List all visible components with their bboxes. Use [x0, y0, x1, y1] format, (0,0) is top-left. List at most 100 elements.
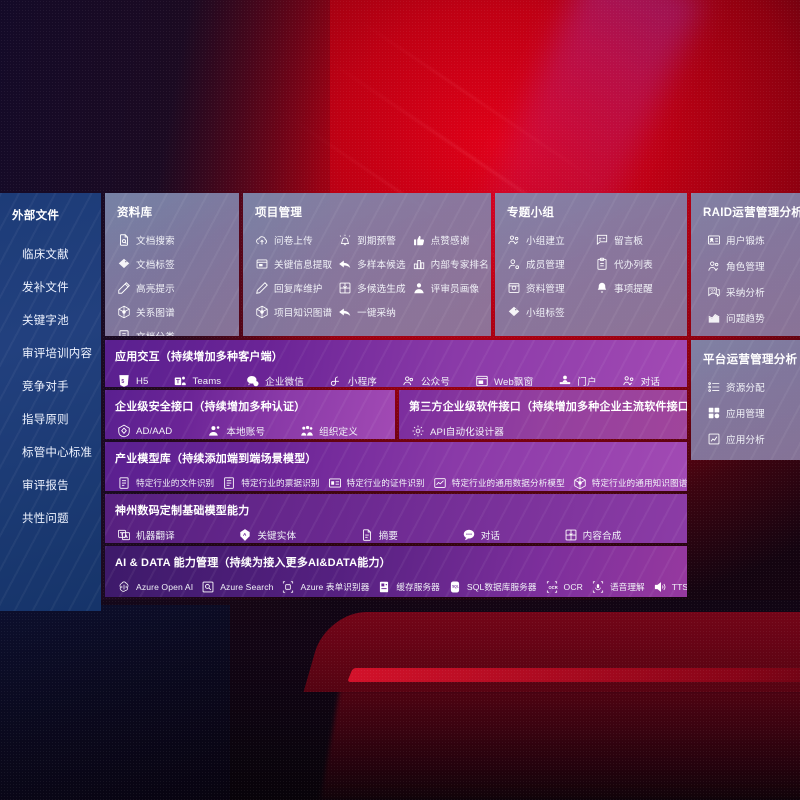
interact-label-4: 公众号	[420, 377, 451, 387]
background-bottom-left	[0, 605, 230, 800]
sec-item-0[interactable]: AD/AAD	[115, 420, 201, 439]
sidebar-item-1[interactable]: 发补文件	[22, 281, 69, 294]
ai-item-2[interactable]: Azure 表单识别器	[279, 576, 371, 597]
sidebar-item-8[interactable]: 共性问题	[22, 512, 69, 525]
kb-item-4[interactable]: 文档分类	[115, 325, 231, 336]
group-users-icon	[507, 233, 521, 247]
interact-item-4[interactable]: 公众号	[400, 370, 469, 387]
ai-item-5[interactable]: OCR OCR	[543, 576, 585, 597]
proj-item-6[interactable]: 回复库维护	[253, 277, 334, 299]
model-label-4: 特定行业的通用知识图谱模型	[591, 478, 687, 488]
model-item-1[interactable]: 特定行业的票据识别	[220, 472, 321, 491]
graph-network-icon	[573, 476, 587, 490]
base-item-2[interactable]: 摘要	[358, 524, 456, 543]
kb-item-3[interactable]: 关系图谱	[115, 301, 231, 323]
team-item-5[interactable]: 事项提醒	[593, 277, 679, 299]
team-label-4: 资料管理	[526, 284, 565, 295]
sidebar-item-0[interactable]: 临床文献	[22, 248, 69, 261]
ai-label-1: Azure Search	[220, 582, 274, 592]
proj-item-9[interactable]: 项目知识图谱	[253, 301, 334, 323]
interact-item-7[interactable]: 对话	[620, 370, 679, 387]
model-item-4[interactable]: 特定行业的通用知识图谱模型	[571, 472, 687, 491]
plat-item-0[interactable]: 资源分配	[705, 376, 792, 398]
interact-item-2[interactable]: 企业微信	[244, 370, 323, 387]
interact-item-3[interactable]: 小程序	[327, 370, 396, 387]
panel-platform-analysis: 平台运营管理分析 资源分配 应用管理 应用分析	[691, 340, 800, 460]
form-recognizer-icon	[281, 580, 295, 594]
ai-label-7: TTS	[671, 582, 687, 592]
team-item-6[interactable]: 小组标签	[505, 301, 591, 323]
proj-item-3[interactable]: 关键信息提取	[253, 253, 334, 275]
sidebar-item-4[interactable]: 竞争对手	[22, 380, 69, 393]
ai-item-4[interactable]: SQL SQL数据库服务器	[446, 576, 539, 597]
base-item-4[interactable]: 内容合成	[562, 524, 679, 543]
plat-label-1: 应用管理	[726, 409, 765, 420]
interact-item-0[interactable]: 5 H5	[115, 370, 167, 387]
clipboard-list-icon	[595, 257, 609, 271]
proj-item-2[interactable]: 点赞感谢	[410, 229, 491, 251]
ai-item-6[interactable]: 语音理解	[589, 576, 647, 597]
proj-item-10[interactable]: 一键采纳	[336, 301, 407, 323]
ai-item-3[interactable]: 缓存服务器	[375, 576, 441, 597]
panel-grid-project-management: 问卷上传 到期预警 点赞感谢 关键信息提取 多样本候选	[243, 220, 491, 329]
interact-item-1[interactable]: Teams	[171, 370, 240, 387]
team-item-3[interactable]: 代办列表	[593, 253, 679, 275]
sec-item-2[interactable]: 组织定义	[298, 420, 387, 439]
proj-item-8[interactable]: 评审员画像	[410, 277, 491, 299]
kb-item-2[interactable]: 高亮提示	[115, 277, 231, 299]
raid-item-1[interactable]: 角色管理	[705, 255, 792, 277]
band-third-party-interface: 第三方企业级软件接口（持续增加多种企业主流软件接口） API自动化设计器	[399, 390, 687, 439]
proj-item-7[interactable]: 多候选生成	[336, 277, 407, 299]
raid-item-3[interactable]: 问题趋势	[705, 307, 792, 329]
ai-item-7[interactable]: TTS	[651, 576, 687, 597]
third-label-0: API自动化设计器	[430, 427, 504, 438]
sidebar-item-6[interactable]: 标管中心标准	[22, 446, 93, 459]
proj-item-1[interactable]: 到期预警	[336, 229, 407, 251]
interact-label-0: H5	[136, 375, 149, 387]
proj-label-3: 关键信息提取	[274, 260, 333, 271]
thumbs-up-icon	[412, 233, 426, 247]
interact-item-5[interactable]: Web飘窗	[473, 370, 552, 387]
raid-item-2[interactable]: QA 采纳分析	[705, 281, 792, 303]
tts-icon	[653, 580, 667, 594]
app-analysis-icon	[707, 432, 721, 446]
sidebar-item-2[interactable]: 关键字池	[22, 314, 69, 327]
team-item-1[interactable]: 留言板	[593, 229, 679, 251]
cache-server-icon	[377, 580, 391, 594]
raid-item-0[interactable]: 用户锻炼	[705, 229, 792, 251]
plat-item-1[interactable]: 应用管理	[705, 402, 792, 424]
proj-item-5[interactable]: 内部专家排名	[410, 253, 491, 275]
receipt-recognize-icon	[222, 476, 236, 490]
document-list-icon	[117, 329, 131, 336]
kb-item-1[interactable]: 文档标签	[115, 253, 231, 275]
sec-item-1[interactable]: 本地账号	[205, 420, 294, 439]
sidebar-item-3[interactable]: 审评培训内容	[22, 347, 93, 360]
proj-item-4[interactable]: 多样本候选	[336, 253, 407, 275]
sidebar-item-7[interactable]: 审评报告	[22, 479, 69, 492]
kb-item-0[interactable]: 文档搜索	[115, 229, 231, 251]
ai-item-0[interactable]: Azure Open AI	[115, 576, 195, 597]
third-item-0[interactable]: API自动化设计器	[409, 420, 506, 439]
base-item-0[interactable]: 机器翻译	[115, 524, 232, 543]
sidebar-item-5[interactable]: 指导原则	[22, 413, 69, 426]
proj-item-0[interactable]: 问卷上传	[253, 229, 334, 251]
panel-grid-knowledge-base: 文档搜索 文档标签 高亮提示 关系图谱 文档分类	[105, 220, 239, 336]
model-item-2[interactable]: 特定行业的证件识别	[326, 472, 427, 491]
model-item-3[interactable]: 特定行业的通用数据分析模型	[431, 472, 567, 491]
shield-auth-icon	[117, 424, 131, 438]
interact-label-6: 门户	[577, 377, 597, 387]
team-item-0[interactable]: 小组建立	[505, 229, 591, 251]
model-item-0[interactable]: 特定行业的文件识别	[115, 472, 216, 491]
team-item-4[interactable]: 资料管理	[505, 277, 591, 299]
base-item-1[interactable]: A 关键实体	[236, 524, 353, 543]
list-allocate-icon	[707, 380, 721, 394]
reply-arrow-icon	[338, 257, 352, 271]
teams-icon	[173, 374, 187, 387]
interact-item-6[interactable]: 门户	[556, 370, 615, 387]
plat-item-2[interactable]: 应用分析	[705, 428, 792, 450]
base-item-3[interactable]: 对话	[460, 524, 558, 543]
svg-text:OCR: OCR	[548, 585, 557, 590]
interact-label-1: Teams	[192, 375, 222, 387]
ai-item-1[interactable]: Azure Search	[199, 576, 275, 597]
team-item-2[interactable]: 成员管理	[505, 253, 591, 275]
